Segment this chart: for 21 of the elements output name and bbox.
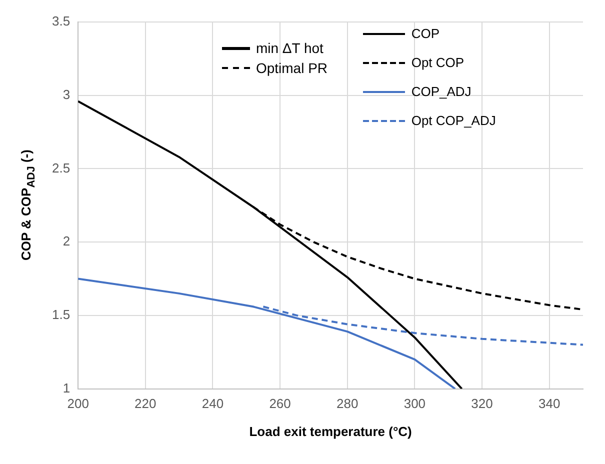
y-tick-label: 3.5 (52, 14, 70, 29)
y-tick-label: 2 (62, 234, 70, 249)
legend-label: Opt COP_ADJ (411, 113, 496, 128)
x-tick-label: 320 (471, 396, 493, 412)
x-tick-label: 220 (134, 396, 156, 412)
x-tick-label: 240 (202, 396, 224, 412)
x-tick-label: 340 (538, 396, 560, 412)
x-tick-label: 260 (269, 396, 291, 412)
legend-label: COP (411, 26, 440, 41)
legend-label: Opt COP (411, 55, 464, 70)
annotation: min ΔT hot (256, 40, 324, 56)
x-tick-label: 300 (404, 396, 426, 412)
x-tick-label: 200 (67, 396, 89, 412)
x-axis-title: Load exit temperature (°C) (249, 424, 412, 439)
y-tick-label: 1.5 (52, 307, 70, 322)
y-tick-label: 1 (62, 380, 70, 396)
x-tick-label: 280 (336, 396, 358, 412)
annotation: Optimal PR (256, 60, 328, 76)
y-tick-label: 2.5 (52, 160, 70, 176)
legend-label: COP_ADJ (411, 84, 472, 99)
y-tick-label: 3 (62, 86, 70, 102)
